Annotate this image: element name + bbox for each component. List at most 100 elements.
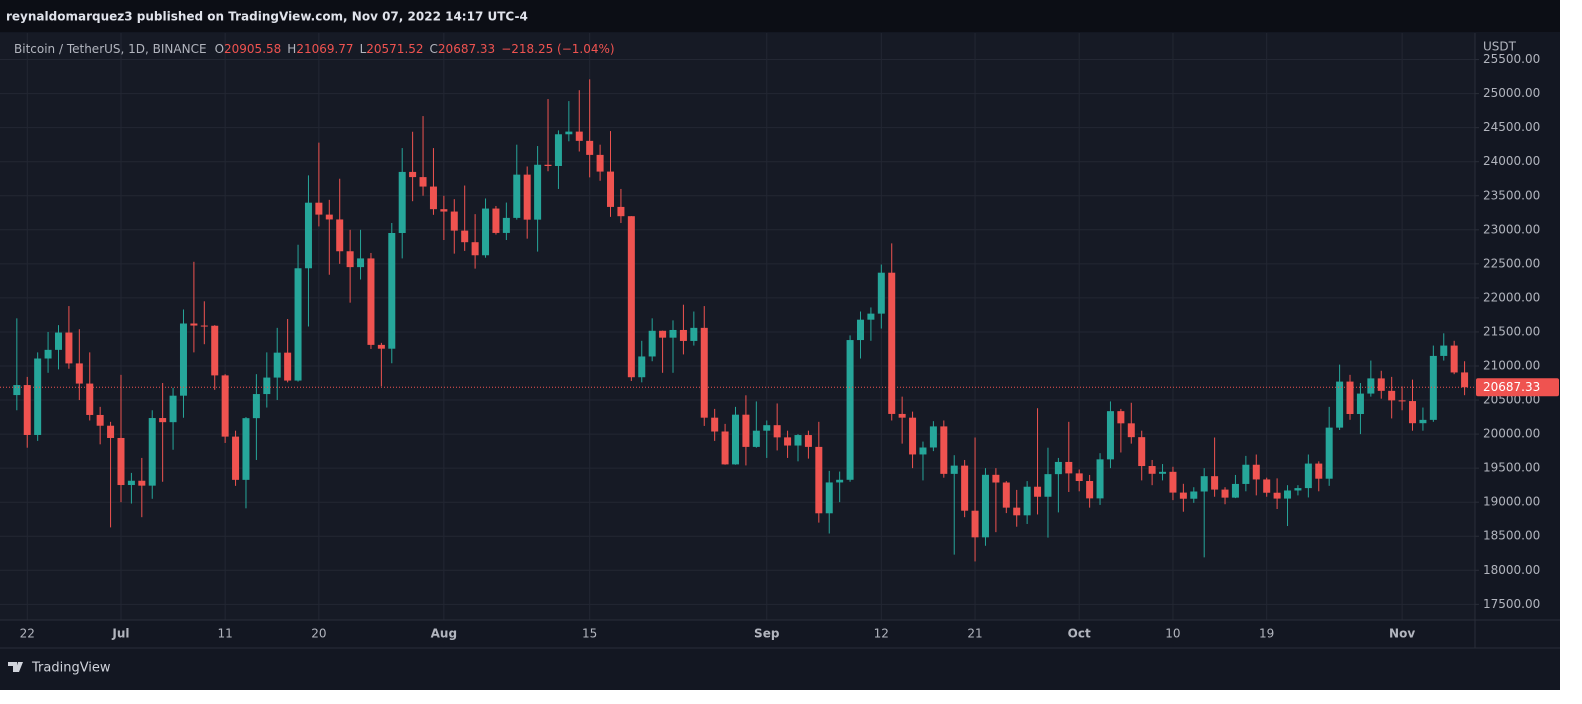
candle-body — [200, 325, 208, 327]
candle-body — [65, 332, 73, 364]
candle-body — [1346, 381, 1354, 415]
candle-body — [1398, 400, 1406, 402]
candle-body — [586, 140, 594, 155]
candle-body — [1190, 491, 1198, 499]
candle-body — [138, 480, 146, 486]
candle-body — [471, 242, 479, 256]
y-tick-label: 25000.00 — [1483, 86, 1540, 100]
candle-body — [1252, 464, 1260, 480]
candle-body — [763, 425, 771, 431]
candle-body — [1419, 419, 1427, 424]
y-tick-label: 22000.00 — [1483, 290, 1540, 304]
candle-body — [482, 208, 490, 256]
candle-body — [1200, 476, 1208, 492]
candle-body — [909, 417, 917, 455]
logo-icon — [8, 662, 23, 672]
x-tick-label: 22 — [20, 627, 35, 641]
candle-body — [1054, 461, 1062, 475]
y-tick-label: 21500.00 — [1483, 324, 1540, 338]
y-tick-label: 19500.00 — [1483, 461, 1540, 475]
candle-body — [544, 164, 552, 166]
legend-value: 20905.58 — [224, 42, 281, 56]
legend-key: L — [360, 42, 367, 56]
candle-body — [190, 323, 198, 326]
candle-body — [1013, 507, 1021, 516]
candle-body — [13, 385, 21, 396]
candle-body — [1148, 466, 1156, 474]
candle-body — [1065, 461, 1073, 474]
candle-body — [1367, 378, 1375, 394]
candle-body — [721, 431, 729, 465]
candle-body — [1356, 393, 1364, 415]
y-tick-label: 23000.00 — [1483, 222, 1540, 236]
candle-body — [1159, 471, 1167, 474]
candle-body — [169, 395, 177, 423]
candle-body — [1231, 483, 1239, 498]
candle-body — [54, 332, 62, 350]
candle-body — [346, 251, 354, 268]
candle-body — [502, 217, 510, 233]
candle-body — [523, 174, 531, 220]
current-price-label: 20687.33 — [1483, 380, 1540, 394]
candle-body — [294, 268, 302, 381]
candle-body — [1242, 464, 1250, 484]
candle-body — [1106, 411, 1114, 460]
candle-body — [638, 356, 646, 378]
candle-body — [450, 211, 458, 231]
candle-body — [971, 510, 979, 538]
y-tick-label: 19000.00 — [1483, 495, 1540, 509]
candle-body — [107, 425, 115, 438]
candle-body — [1221, 489, 1229, 498]
candle-body — [565, 131, 573, 135]
footer-brand: TradingView — [31, 661, 111, 676]
candle-body — [1138, 437, 1146, 467]
y-tick-label: 18000.00 — [1483, 563, 1540, 577]
candle-body — [513, 174, 521, 218]
candle-body — [648, 330, 656, 357]
legend-key: C — [430, 42, 438, 56]
legend-symbol: Bitcoin / TetherUS, 1D, BINANCE — [14, 42, 207, 56]
candle-body — [575, 131, 583, 141]
published-line: reynaldomarquez3 published on TradingVie… — [6, 10, 528, 24]
tradingview-logo — [8, 662, 23, 672]
tradingview-chart: reynaldomarquez3 published on TradingVie… — [0, 0, 1560, 690]
candle-body — [357, 258, 365, 268]
candle-body — [440, 209, 448, 212]
candle-body — [992, 474, 1000, 483]
candle-body — [1429, 355, 1437, 420]
candle-body — [159, 418, 167, 423]
y-tick-label: 25500.00 — [1483, 52, 1540, 66]
price-axis-unit: USDT — [1483, 40, 1517, 54]
candle-body — [617, 206, 625, 217]
x-tick-label: 12 — [874, 627, 889, 641]
candle-body — [898, 413, 906, 418]
legend-change: −218.25 (−1.04%) — [501, 42, 614, 56]
candle-body — [336, 219, 344, 252]
candle-body — [846, 340, 854, 480]
candle-body — [607, 171, 615, 207]
candle-body — [742, 414, 750, 447]
candle-body — [263, 377, 271, 395]
candle-body — [940, 426, 948, 474]
legend-value: 20687.33 — [438, 42, 495, 56]
candle-body — [1117, 411, 1125, 424]
candle-body — [1211, 476, 1219, 490]
legend-value: 21069.77 — [296, 42, 353, 56]
top-bar — [0, 0, 1560, 32]
y-tick-label: 24000.00 — [1483, 154, 1540, 168]
ohlc-legend: Bitcoin / TetherUS, 1D, BINANCE O20905.58… — [14, 42, 615, 56]
legend-value: 20571.52 — [366, 42, 423, 56]
x-tick-label: Nov — [1389, 627, 1415, 641]
candle-body — [75, 363, 83, 384]
x-tick-label: Jul — [111, 627, 129, 641]
candle-body — [1336, 381, 1344, 428]
candle-body — [888, 272, 896, 414]
candle-body — [1034, 486, 1042, 497]
y-tick-label: 22500.00 — [1483, 256, 1540, 270]
candle-body — [1461, 372, 1469, 388]
candle-body — [1002, 482, 1010, 508]
candle-body — [1127, 423, 1135, 438]
candle-body — [950, 465, 958, 474]
plot-area — [0, 33, 1475, 620]
candle-body — [211, 325, 219, 376]
